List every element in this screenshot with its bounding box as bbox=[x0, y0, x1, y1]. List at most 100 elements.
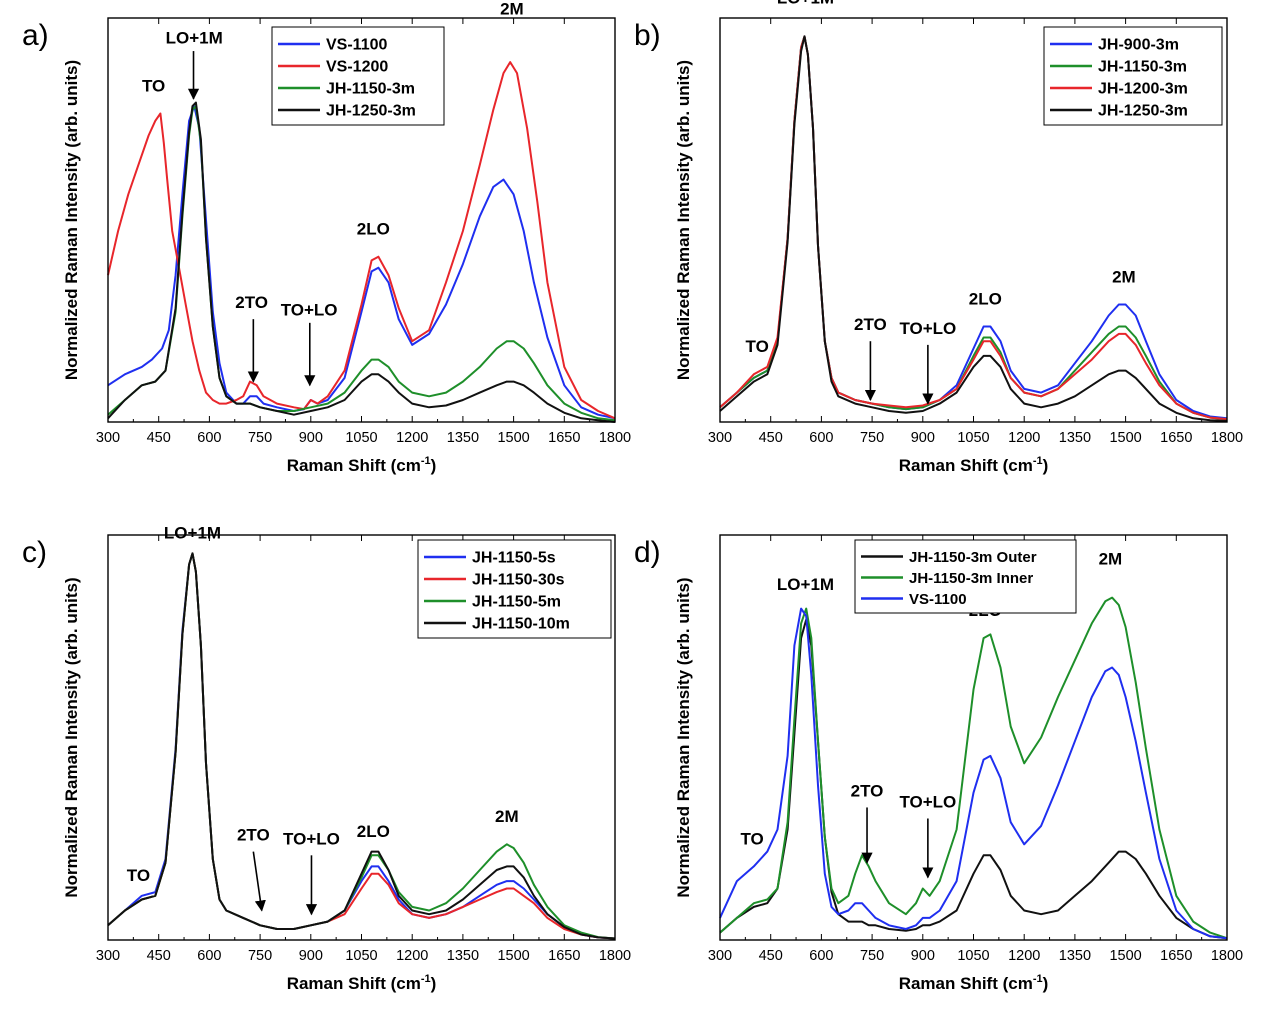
x-tick-label: 1200 bbox=[1008, 430, 1040, 446]
x-tick-label: 300 bbox=[96, 948, 120, 964]
x-tick-label: 1650 bbox=[1160, 430, 1192, 446]
panel-label: a) bbox=[22, 19, 49, 52]
x-tick-label: 1500 bbox=[1109, 430, 1141, 446]
series-line-jh-1250-3m bbox=[107, 101, 616, 423]
peak-annotation: 2M bbox=[1099, 549, 1123, 568]
x-tick-label: 1200 bbox=[1008, 948, 1040, 964]
x-axis-label: Raman Shift (cm-1) bbox=[287, 455, 437, 475]
legend-entry: VS-1200 bbox=[326, 59, 388, 76]
peak-annotation: TO+LO bbox=[899, 319, 956, 338]
x-tick-label: 1800 bbox=[599, 430, 631, 446]
x-tick-label: 600 bbox=[809, 948, 833, 964]
legend-entry: JH-1150-5s bbox=[472, 550, 556, 567]
legend-entry: JH-1150-3m Outer bbox=[909, 549, 1037, 566]
peak-annotation: 2M bbox=[1112, 267, 1136, 286]
x-tick-label: 1350 bbox=[447, 430, 479, 446]
annotation-arrow bbox=[252, 851, 266, 912]
x-tick-label: 750 bbox=[860, 948, 884, 964]
plot-frame bbox=[107, 534, 616, 941]
peak-annotation: 2TO bbox=[854, 315, 887, 334]
x-tick-label: 450 bbox=[759, 948, 783, 964]
peak-annotation: LO+1M bbox=[777, 0, 834, 7]
legend-entry: JH-1150-5m bbox=[472, 594, 561, 611]
x-tick-label: 1350 bbox=[1059, 430, 1091, 446]
x-tick-label: 300 bbox=[708, 430, 732, 446]
x-axis-label: Raman Shift (cm-1) bbox=[899, 973, 1049, 993]
x-tick-label: 1050 bbox=[957, 948, 989, 964]
legend-entry: JH-1150-3m bbox=[1098, 59, 1187, 76]
x-tick-label: 600 bbox=[197, 430, 221, 446]
y-axis-label: Normalized Raman Intensity (arb. units) bbox=[62, 60, 81, 380]
x-tick-label: 450 bbox=[759, 430, 783, 446]
x-tick-label: 300 bbox=[96, 430, 120, 446]
peak-annotation: 2LO bbox=[969, 289, 1002, 308]
legend-entry: VS-1100 bbox=[909, 591, 967, 608]
series-line-jh-1150-10m bbox=[107, 552, 616, 940]
plot-frame bbox=[719, 17, 1228, 423]
y-axis-label: Normalized Raman Intensity (arb. units) bbox=[62, 577, 81, 897]
x-tick-label: 1800 bbox=[1211, 430, 1243, 446]
peak-annotation: TO bbox=[127, 866, 150, 885]
peak-annotation: 2M bbox=[495, 807, 519, 826]
legend-entry: JH-1250-3m bbox=[1098, 103, 1188, 120]
panel-2: b) 300 450 600 750 900 1050 1200 1350 1500 1650 180… bbox=[634, 0, 1243, 475]
legend-entry: VS-1100 bbox=[326, 37, 387, 54]
series-line-jh-1150-3m-inner bbox=[719, 596, 1228, 940]
legend-entry: JH-1200-3m bbox=[1098, 81, 1188, 98]
series-line-jh-1150-3m-outer bbox=[719, 618, 1228, 940]
peak-annotation: 2TO bbox=[237, 826, 270, 845]
x-tick-label: 1800 bbox=[1211, 948, 1243, 964]
x-tick-label: 300 bbox=[708, 948, 732, 964]
legend-entry: JH-1150-3m Inner bbox=[909, 570, 1033, 587]
panel-1: a) 300 450 600 750 900 1050 1200 1350 1500 1650 180… bbox=[22, 0, 631, 475]
x-tick-label: 750 bbox=[248, 430, 272, 446]
peak-annotation: TO bbox=[746, 337, 769, 356]
x-tick-label: 1650 bbox=[548, 948, 580, 964]
legend-entry: JH-1150-10m bbox=[472, 616, 570, 633]
legend-entry: JH-1250-3m bbox=[326, 103, 416, 120]
x-tick-label: 1050 bbox=[345, 948, 377, 964]
x-tick-label: 1800 bbox=[599, 948, 631, 964]
peak-annotation: TO+LO bbox=[283, 829, 340, 848]
panel-3: c) 300 450 600 750 900 1050 1200 1350 1500 1650 180… bbox=[22, 524, 631, 993]
x-tick-label: 900 bbox=[911, 430, 935, 446]
x-tick-label: 1500 bbox=[497, 430, 529, 446]
x-axis-label: Raman Shift (cm-1) bbox=[287, 973, 437, 993]
x-tick-label: 1050 bbox=[957, 430, 989, 446]
legend-entry: JH-900-3m bbox=[1098, 37, 1179, 54]
peak-annotation: LO+1M bbox=[166, 29, 223, 48]
peak-annotation: TO+LO bbox=[281, 300, 338, 319]
x-tick-label: 900 bbox=[299, 430, 323, 446]
x-tick-label: 1050 bbox=[345, 430, 377, 446]
peak-annotation: 2LO bbox=[357, 822, 390, 841]
x-tick-label: 750 bbox=[248, 948, 272, 964]
x-tick-label: 450 bbox=[147, 430, 171, 446]
panel-4: d) 300 450 600 750 900 1050 1200 1350 1500 1650 180… bbox=[634, 534, 1243, 993]
peak-annotation: TO bbox=[142, 76, 165, 95]
x-tick-label: 900 bbox=[299, 948, 323, 964]
peak-annotation: TO bbox=[740, 829, 763, 848]
peak-annotation: 2TO bbox=[235, 293, 268, 312]
y-axis-label: Normalized Raman Intensity (arb. units) bbox=[674, 577, 693, 897]
peak-annotation: LO+1M bbox=[777, 575, 834, 594]
plot-frame bbox=[107, 17, 616, 423]
x-tick-label: 1650 bbox=[1160, 948, 1192, 964]
panel-label: c) bbox=[22, 536, 47, 569]
series-line-jh-1250-3m bbox=[719, 35, 1228, 422]
x-tick-label: 1500 bbox=[497, 948, 529, 964]
x-tick-label: 1200 bbox=[396, 948, 428, 964]
x-tick-label: 1200 bbox=[396, 430, 428, 446]
x-tick-label: 1350 bbox=[447, 948, 479, 964]
plot-frame bbox=[719, 534, 1228, 941]
x-tick-label: 750 bbox=[860, 430, 884, 446]
x-tick-label: 1500 bbox=[1109, 948, 1141, 964]
x-tick-label: 600 bbox=[197, 948, 221, 964]
panel-label: d) bbox=[634, 536, 661, 569]
x-axis-label: Raman Shift (cm-1) bbox=[899, 455, 1049, 475]
legend-entry: JH-1150-3m bbox=[326, 81, 415, 98]
series-line-vs-1100 bbox=[719, 607, 1228, 940]
peak-annotation: 2M bbox=[500, 0, 524, 18]
x-tick-label: 1650 bbox=[548, 430, 580, 446]
peak-annotation: LO+1M bbox=[164, 524, 221, 543]
